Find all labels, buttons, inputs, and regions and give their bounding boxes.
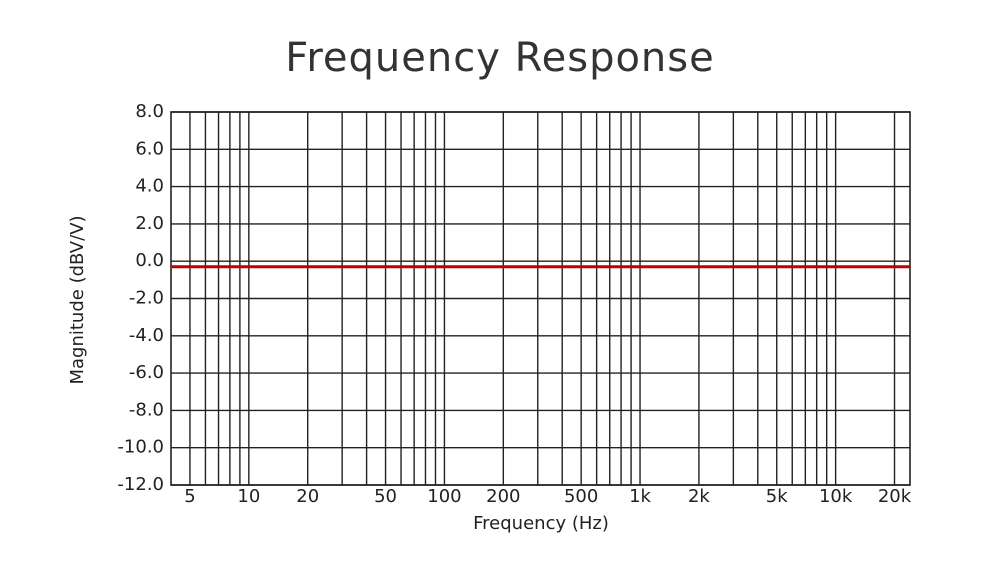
chart-title: Frequency Response — [285, 35, 714, 81]
y-tick-label: -12.0 — [117, 474, 164, 495]
y-tick-label: -4.0 — [129, 325, 164, 346]
y-tick-label: 4.0 — [135, 176, 164, 197]
x-tick-label: 2k — [688, 486, 710, 507]
y-tick-label: 6.0 — [135, 138, 164, 159]
x-axis-label: Frequency (Hz) — [473, 513, 609, 534]
y-tick-label: -10.0 — [117, 437, 164, 458]
x-tick-label: 5 — [184, 486, 195, 507]
x-tick-label: 100 — [427, 486, 461, 507]
y-axis-label: Magnitude (dBV/V) — [67, 215, 88, 384]
x-tick-label: 500 — [564, 486, 598, 507]
x-tick-label: 20k — [878, 486, 912, 507]
y-tick-label: 2.0 — [135, 213, 164, 234]
x-tick-label: 200 — [486, 486, 520, 507]
y-tick-label: 8.0 — [135, 101, 164, 122]
y-tick-label: -6.0 — [129, 362, 164, 383]
x-tick-label: 20 — [296, 486, 319, 507]
y-tick-label: -2.0 — [129, 288, 164, 309]
x-tick-label: 50 — [374, 486, 397, 507]
plot-border — [170, 111, 911, 486]
x-tick-label: 10k — [819, 486, 853, 507]
x-tick-label: 10 — [237, 486, 260, 507]
x-tick-label: 1k — [629, 486, 651, 507]
x-tick-label: 5k — [766, 486, 788, 507]
y-tick-label: 0.0 — [135, 250, 164, 271]
y-tick-label: -8.0 — [129, 399, 164, 420]
